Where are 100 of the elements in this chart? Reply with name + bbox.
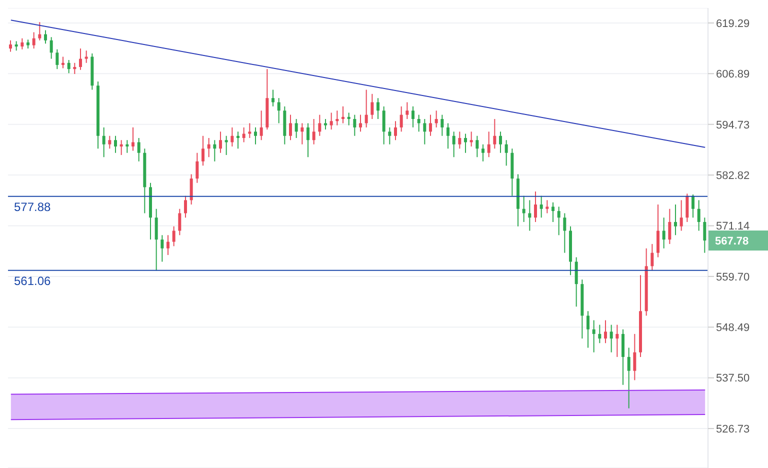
- candlestick: [633, 333, 636, 381]
- candlestick: [563, 212, 566, 254]
- candlestick: [412, 106, 414, 128]
- candlestick: [154, 208, 158, 272]
- candlestick: [120, 140, 123, 156]
- candlestick: [627, 347, 630, 409]
- candlestick: [674, 204, 677, 236]
- candlestick: [703, 217, 706, 254]
- candlestick: [476, 135, 479, 158]
- candlestick: [680, 200, 683, 232]
- candlestick: [242, 126, 246, 143]
- candlestick: [692, 194, 694, 218]
- y-tick-label: 559.70: [716, 271, 750, 284]
- candlestick: [196, 152, 199, 184]
- candlestick: [67, 60, 70, 74]
- candlestick: [300, 122, 304, 145]
- candlestick: [289, 114, 292, 141]
- candlestick: [557, 206, 560, 236]
- candlestick: [312, 118, 316, 145]
- candlestick: [330, 112, 333, 130]
- candlestick: [622, 328, 624, 386]
- candlestick: [184, 195, 187, 218]
- candlestick: [423, 118, 426, 145]
- candlestick: [522, 195, 526, 222]
- candlestick: [487, 131, 490, 158]
- candlestick: [224, 135, 228, 156]
- candlestick: [482, 144, 484, 162]
- candlestick: [114, 135, 117, 154]
- candlestick: [277, 98, 280, 124]
- candlestick: [440, 114, 444, 136]
- candlestick: [400, 106, 403, 132]
- candlestick: [429, 114, 432, 136]
- candlestick: [126, 140, 129, 154]
- y-tick-label: 594.73: [716, 119, 750, 132]
- candlestick: [656, 204, 660, 258]
- candlestick: [364, 89, 368, 128]
- y-tick-label: 619.29: [716, 18, 750, 30]
- candlestick: [178, 208, 182, 236]
- candlestick: [132, 126, 134, 152]
- y-tick-label: 537.50: [716, 372, 750, 385]
- candlestick: [616, 324, 619, 358]
- candlestick: [540, 195, 543, 218]
- candlestick: [44, 30, 47, 44]
- candlestick: [406, 102, 409, 120]
- candlestick: [604, 320, 607, 344]
- candlestick: [574, 256, 578, 308]
- candlestick: [32, 32, 36, 50]
- candlestick: [160, 234, 164, 262]
- candlestick: [382, 106, 386, 145]
- candlestick: [370, 93, 374, 120]
- candlestick: [248, 122, 252, 138]
- candlestick: [686, 193, 689, 222]
- candlestick: [434, 110, 438, 128]
- candlestick: [546, 200, 549, 214]
- candlestick: [318, 114, 322, 136]
- candlestick: [73, 62, 76, 75]
- candlestick: [14, 40, 18, 52]
- candlestick: [342, 106, 344, 124]
- candlestick: [254, 126, 257, 145]
- candlestick: [38, 22, 42, 41]
- candlestick: [260, 110, 263, 141]
- y-tick-label: 582.82: [716, 170, 750, 182]
- candlestick: [230, 126, 234, 147]
- candlestick: [552, 202, 554, 222]
- candlestick: [534, 191, 537, 222]
- candlestick: [417, 114, 420, 132]
- candlestick: [504, 140, 508, 166]
- candlestick: [137, 137, 140, 162]
- candlestick: [219, 131, 222, 154]
- candlestick: [697, 200, 700, 232]
- candlestick: [499, 131, 502, 154]
- candlestick: [668, 208, 672, 244]
- candlestick: [9, 40, 12, 52]
- candlestick: [108, 135, 112, 150]
- candlestick: [336, 110, 339, 126]
- candlestick: [493, 118, 496, 150]
- candlestick: [610, 324, 613, 353]
- candlestick: [62, 56, 64, 69]
- ref-line-label: 577.88: [14, 200, 52, 214]
- candlestick: [650, 243, 654, 272]
- y-tick-label: 606.89: [716, 68, 750, 81]
- candlestick: [376, 98, 380, 120]
- candlestick: [598, 324, 602, 344]
- candlestick: [79, 48, 82, 70]
- candlestick: [446, 122, 450, 150]
- y-tick-label: 571.14: [716, 220, 750, 233]
- candlestick: [306, 122, 310, 158]
- ref-line-label: 561.06: [14, 274, 52, 288]
- candlestick: [84, 50, 88, 64]
- candlestick: [394, 120, 397, 141]
- candlestick: [294, 118, 298, 138]
- candlestick: [272, 89, 274, 107]
- candlestick: [662, 217, 666, 249]
- y-tick-label: 548.49: [716, 322, 750, 334]
- candlestick: [172, 226, 176, 247]
- candlestick: [586, 310, 590, 348]
- candlestick: [207, 137, 210, 158]
- candlestick: [359, 114, 362, 132]
- candlestick: [347, 112, 350, 126]
- candlestick: [166, 234, 170, 256]
